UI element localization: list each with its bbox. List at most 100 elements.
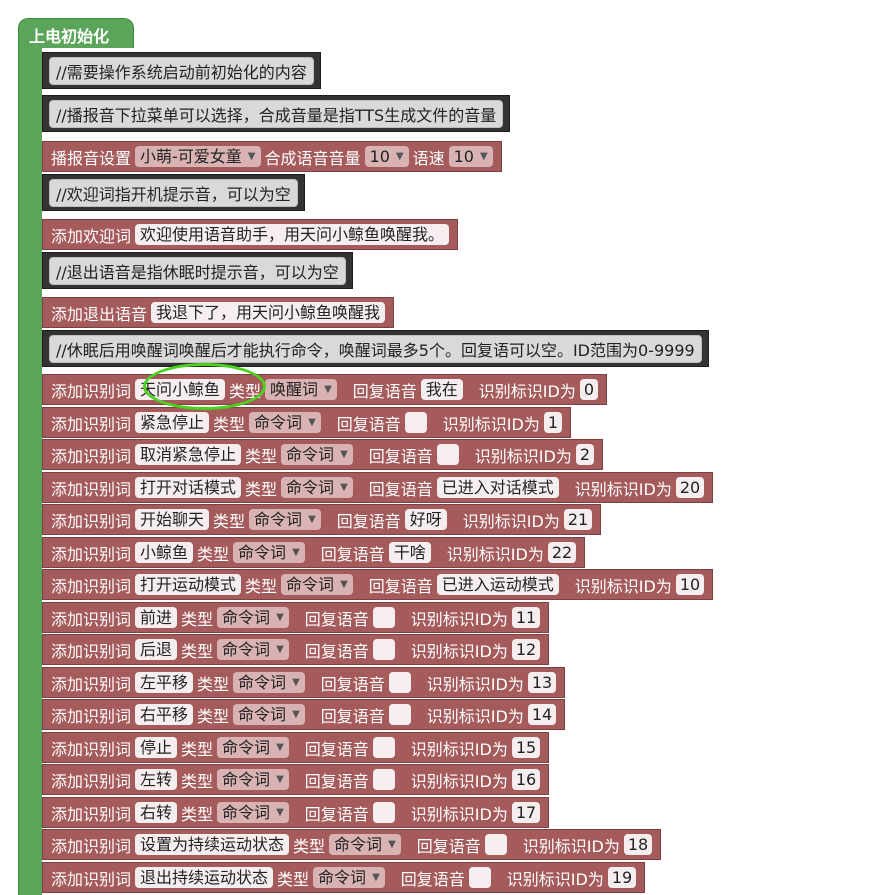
add-recognition-word-block[interactable]: 添加识别词 小鲸鱼 类型 命令词 ▼ 回复语音 干啥 识别标识ID为 22 [42,537,586,568]
type-dropdown[interactable]: 命令词 ▼ [233,704,305,725]
word-text-field[interactable]: 设置为持续运动状态 [135,834,290,855]
add-recognition-word-block[interactable]: 添加识别词 取消紧急停止 类型 命令词 ▼ 回复语音 识别标识ID为 2 [42,439,604,470]
type-dropdown[interactable]: 命令词 ▼ [313,867,385,888]
add-recognition-word-block[interactable]: 添加识别词 退出持续运动状态 类型 命令词 ▼ 回复语音 识别标识ID为 19 [42,862,646,893]
type-dropdown[interactable]: 命令词 ▼ [233,542,305,563]
comment-block[interactable]: //播报音下拉菜单可以选择，合成音量是指TTS生成文件的音量 [42,95,511,132]
id-number-field[interactable]: 16 [511,769,541,790]
id-number-field[interactable]: 13 [527,672,557,693]
id-number-field[interactable]: 19 [607,867,637,888]
word-text-field[interactable]: 小鲸鱼 [135,542,194,563]
comment-text[interactable]: //播报音下拉菜单可以选择，合成音量是指TTS生成文件的音量 [49,99,504,128]
word-text-field[interactable]: 紧急停止 [135,412,210,433]
type-dropdown[interactable]: 命令词 ▼ [233,672,305,693]
word-text-field[interactable]: 取消紧急停止 [135,444,242,465]
type-dropdown[interactable]: 命令词 ▼ [281,444,353,465]
add-recognition-word-block[interactable]: 添加识别词 后退 类型 命令词 ▼ 回复语音 识别标识ID为 12 [42,634,550,665]
type-dropdown[interactable]: 命令词 ▼ [217,639,289,660]
word-text-field[interactable]: 右转 [135,802,178,823]
type-dropdown[interactable]: 命令词 ▼ [217,607,289,628]
add-recognition-word-block[interactable]: 添加识别词 紧急停止 类型 命令词 ▼ 回复语音 识别标识ID为 1 [42,407,572,438]
add-recognition-word-block[interactable]: 添加识别词 设置为持续运动状态 类型 命令词 ▼ 回复语音 识别标识ID为 18 [42,829,662,860]
word-text-field[interactable]: 退出持续运动状态 [135,867,274,888]
add-recognition-word-block[interactable]: 添加识别词 停止 类型 命令词 ▼ 回复语音 识别标识ID为 15 [42,732,550,763]
word-text-field[interactable]: 右平移 [135,704,194,725]
type-dropdown[interactable]: 命令词 ▼ [249,412,321,433]
reply-text-field[interactable] [372,737,395,758]
comment-text[interactable]: //需要操作系统启动前初始化的内容 [49,56,314,85]
comment-text[interactable]: //欢迎词指开机提示音，可以为空 [49,178,298,207]
word-text-field[interactable]: 开始聊天 [135,509,210,530]
type-dropdown[interactable]: 命令词 ▼ [217,802,289,823]
type-dropdown[interactable]: 命令词 ▼ [249,509,321,530]
add-recognition-word-block[interactable]: 添加识别词 打开对话模式 类型 命令词 ▼ 回复语音 已进入对话模式 识别标识ID为 20 [42,472,714,503]
id-number-field[interactable]: 17 [511,802,541,823]
id-number-field[interactable]: 10 [675,574,705,595]
word-text-field[interactable]: 打开运动模式 [135,574,242,595]
word-text-field[interactable]: 停止 [135,737,178,758]
reply-text-field[interactable]: 干啥 [388,542,431,563]
type-dropdown[interactable]: 唤醒词 ▼ [265,379,337,400]
add-recognition-word-block[interactable]: 添加识别词 右转 类型 命令词 ▼ 回复语音 识别标识ID为 17 [42,797,550,828]
comment-block[interactable]: //退出语音是指休眠时提示音，可以为空 [42,252,353,289]
reply-text-field[interactable] [372,639,395,660]
id-number-field[interactable]: 14 [527,704,557,725]
type-label: 类型 [245,576,278,596]
add-exit-voice-block[interactable]: 添加退出语音 我退下了，用天问小鲸鱼唤醒我 [42,297,395,328]
id-number-field[interactable]: 0 [579,379,599,400]
reply-text-field[interactable]: 已进入运动模式 [436,574,559,595]
comment-block[interactable]: //需要操作系统启动前初始化的内容 [42,52,321,89]
welcome-text-field[interactable]: 欢迎使用语音助手，用天问小鲸鱼唤醒我。 [135,224,450,245]
add-recognition-word-block[interactable]: 添加识别词 左转 类型 命令词 ▼ 回复语音 识别标识ID为 16 [42,764,550,795]
id-number-field[interactable]: 12 [511,639,541,660]
reply-text-field[interactable] [372,607,395,628]
comment-text[interactable]: //休眠后用唤醒词唤醒后才能执行命令，唤醒词最多5个。回复语可以空。ID范围为0… [49,334,702,363]
exit-voice-text-field[interactable]: 我退下了，用天问小鲸鱼唤醒我 [151,302,386,323]
volume-dropdown[interactable]: 10 ▼ [364,146,409,167]
reply-text-field[interactable] [372,769,395,790]
comment-text[interactable]: //退出语音是指休眠时提示音，可以为空 [49,256,346,285]
reply-text-field[interactable] [388,672,411,693]
add-welcome-block[interactable]: 添加欢迎词 欢迎使用语音助手，用天问小鲸鱼唤醒我。 [42,219,459,250]
speed-dropdown[interactable]: 10 ▼ [448,146,493,167]
add-recognition-word-block[interactable]: 添加识别词 右平移 类型 命令词 ▼ 回复语音 识别标识ID为 14 [42,699,566,730]
add-recognition-word-block[interactable]: 添加识别词 左平移 类型 命令词 ▼ 回复语音 识别标识ID为 13 [42,667,566,698]
event-block-power-on-init[interactable]: 上电初始化 [18,18,134,48]
id-number-field[interactable]: 1 [543,412,563,433]
word-text-field[interactable]: 左平移 [135,672,194,693]
type-dropdown[interactable]: 命令词 ▼ [217,737,289,758]
word-text-field[interactable]: 左转 [135,769,178,790]
reply-text-field[interactable]: 已进入对话模式 [436,477,559,498]
word-text-field[interactable]: 打开对话模式 [135,477,242,498]
id-number-field[interactable]: 11 [511,607,541,628]
id-number-field[interactable]: 2 [575,444,595,465]
reply-text-field[interactable] [468,867,491,888]
type-dropdown[interactable]: 命令词 ▼ [329,834,401,855]
id-number-field[interactable]: 20 [675,477,705,498]
reply-text-field[interactable] [388,704,411,725]
word-text-field[interactable]: 前进 [135,607,178,628]
comment-block[interactable]: //欢迎词指开机提示音，可以为空 [42,174,305,211]
id-number-field[interactable]: 22 [547,542,577,563]
id-number-field[interactable]: 15 [511,737,541,758]
reply-text-field[interactable] [404,412,427,433]
add-recognition-word-block[interactable]: 添加识别词 开始聊天 类型 命令词 ▼ 回复语音 好呀 识别标识ID为 21 [42,504,602,535]
type-dropdown[interactable]: 命令词 ▼ [281,574,353,595]
reply-text-field[interactable]: 好呀 [404,509,447,530]
reply-text-field[interactable] [372,802,395,823]
word-text-field[interactable]: 天问小鲸鱼 [135,379,226,400]
id-number-field[interactable]: 18 [623,834,653,855]
type-dropdown[interactable]: 命令词 ▼ [217,769,289,790]
voice-setting-block[interactable]: 播报音设置 小萌-可爱女童 ▼ 合成语音音量 10 ▼ 语速 10 ▼ [42,141,502,172]
voice-dropdown[interactable]: 小萌-可爱女童 ▼ [135,146,261,167]
comment-block[interactable]: //休眠后用唤醒词唤醒后才能执行命令，唤醒词最多5个。回复语可以空。ID范围为0… [42,330,709,367]
reply-text-field[interactable] [484,834,507,855]
reply-text-field[interactable]: 我在 [420,379,463,400]
id-number-field[interactable]: 21 [563,509,593,530]
add-recognition-word-block[interactable]: 添加识别词 前进 类型 命令词 ▼ 回复语音 识别标识ID为 11 [42,602,550,633]
add-recognition-word-block[interactable]: 添加识别词 天问小鲸鱼 类型 唤醒词 ▼ 回复语音 我在 识别标识ID为 0 [42,374,608,405]
add-recognition-word-block[interactable]: 添加识别词 打开运动模式 类型 命令词 ▼ 回复语音 已进入运动模式 识别标识ID为 10 [42,569,714,600]
type-dropdown[interactable]: 命令词 ▼ [281,477,353,498]
reply-text-field[interactable] [436,444,459,465]
word-text-field[interactable]: 后退 [135,639,178,660]
